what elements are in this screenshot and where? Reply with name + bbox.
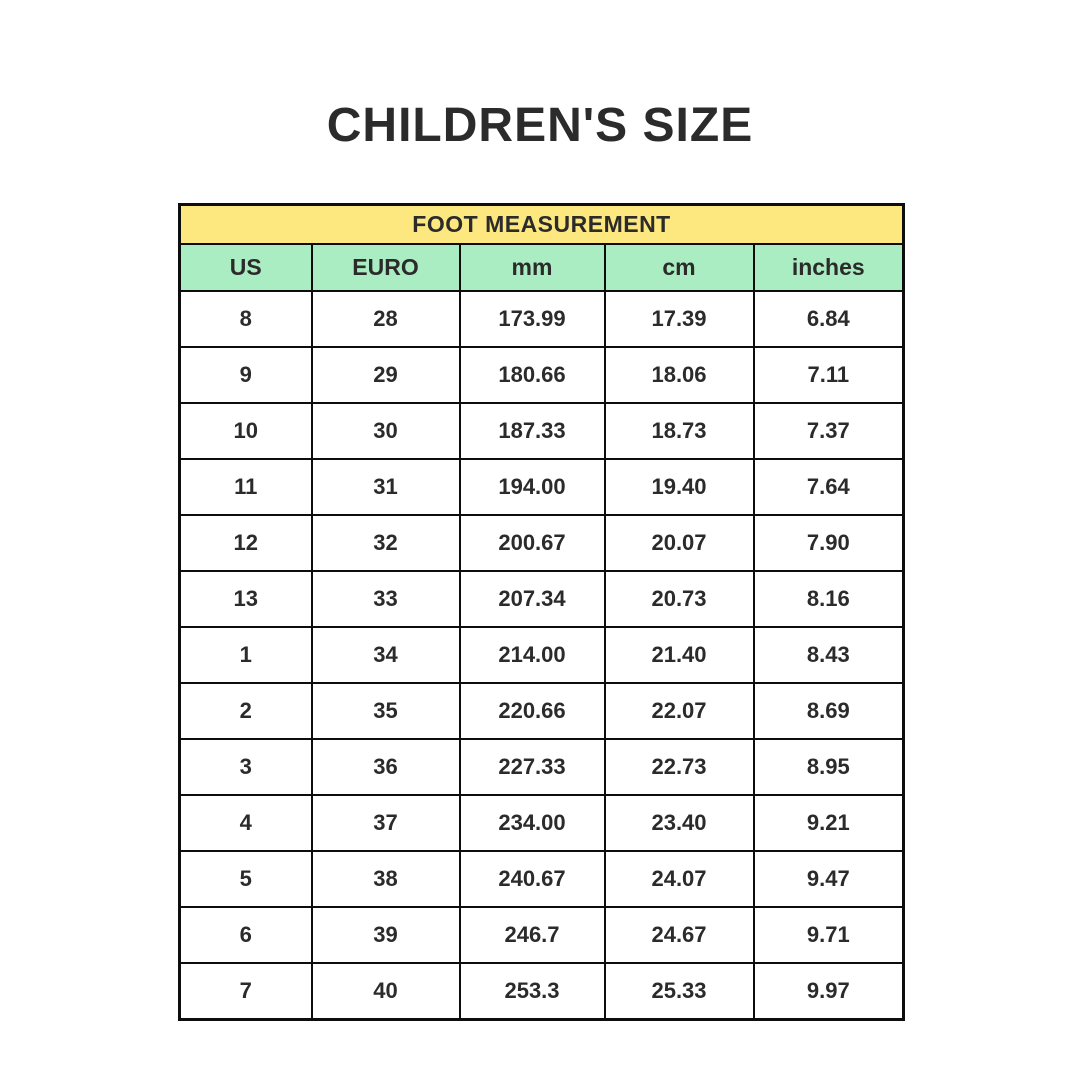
table-cell-mm: 227.33 xyxy=(458,738,606,796)
table-body: 8 28 173.99 17.39 6.84 9 29 180.66 18.06 7.11 10 30… xyxy=(178,290,905,1021)
table-row: 13 33 207.34 20.73 8.16 xyxy=(178,570,905,628)
table-cell-euro: 29 xyxy=(310,346,461,404)
column-header-cm: cm xyxy=(603,243,755,292)
table-cell-mm: 246.7 xyxy=(458,906,606,964)
table-cell-inches: 9.71 xyxy=(752,906,905,964)
table-cell-euro: 39 xyxy=(310,906,461,964)
table-row: 8 28 173.99 17.39 6.84 xyxy=(178,290,905,348)
table-cell-cm: 18.06 xyxy=(603,346,755,404)
table-cell-mm: 200.67 xyxy=(458,514,606,572)
table-cell-cm: 21.40 xyxy=(603,626,755,684)
table-cell-cm: 20.73 xyxy=(603,570,755,628)
table-row: 12 32 200.67 20.07 7.90 xyxy=(178,514,905,572)
table-cell-us: 2 xyxy=(178,682,313,740)
table-cell-euro: 37 xyxy=(310,794,461,852)
table-cell-us: 6 xyxy=(178,906,313,964)
table-cell-mm: 207.34 xyxy=(458,570,606,628)
column-header-us: US xyxy=(178,243,313,292)
table-row: 9 29 180.66 18.06 7.11 xyxy=(178,346,905,404)
table-cell-inches: 8.95 xyxy=(752,738,905,796)
table-row: 7 40 253.3 25.33 9.97 xyxy=(178,962,905,1021)
table-cell-euro: 32 xyxy=(310,514,461,572)
column-header-mm: mm xyxy=(458,243,606,292)
table-cell-cm: 23.40 xyxy=(603,794,755,852)
table-cell-mm: 253.3 xyxy=(458,962,606,1021)
table-row: 1 34 214.00 21.40 8.43 xyxy=(178,626,905,684)
page-title: CHILDREN'S SIZE xyxy=(326,99,754,152)
table-cell-euro: 34 xyxy=(310,626,461,684)
table-column-header-row: US EURO mm cm inches xyxy=(178,243,905,292)
table-cell-inches: 7.64 xyxy=(752,458,905,516)
table-cell-cm: 25.33 xyxy=(603,962,755,1021)
foot-measurement-table: FOOT MEASUREMENT US EURO mm cm inches 8 28 173… xyxy=(178,203,906,1021)
table-cell-euro: 36 xyxy=(310,738,461,796)
table-cell-us: 1 xyxy=(178,626,313,684)
table-cell-cm: 22.07 xyxy=(603,682,755,740)
table-row: 10 30 187.33 18.73 7.37 xyxy=(178,402,905,460)
table-cell-cm: 20.07 xyxy=(603,514,755,572)
table-cell-us: 11 xyxy=(178,458,313,516)
table-cell-mm: 234.00 xyxy=(458,794,606,852)
table-cell-inches: 6.84 xyxy=(752,290,905,348)
table-cell-us: 10 xyxy=(178,402,313,460)
table-cell-euro: 28 xyxy=(310,290,461,348)
table-cell-mm: 180.66 xyxy=(458,346,606,404)
table-cell-euro: 31 xyxy=(310,458,461,516)
column-header-euro: EURO xyxy=(310,243,461,292)
table-cell-us: 13 xyxy=(178,570,313,628)
table-cell-euro: 30 xyxy=(310,402,461,460)
table-row: 2 35 220.66 22.07 8.69 xyxy=(178,682,905,740)
column-header-inches: inches xyxy=(752,243,905,292)
table-cell-mm: 173.99 xyxy=(458,290,606,348)
table-row: 5 38 240.67 24.07 9.47 xyxy=(178,850,905,908)
table-cell-cm: 19.40 xyxy=(603,458,755,516)
table-cell-us: 5 xyxy=(178,850,313,908)
table-row: 6 39 246.7 24.67 9.71 xyxy=(178,906,905,964)
table-cell-inches: 7.11 xyxy=(752,346,905,404)
table-title-row: FOOT MEASUREMENT xyxy=(178,203,905,245)
table-cell-mm: 220.66 xyxy=(458,682,606,740)
table-cell-us: 8 xyxy=(178,290,313,348)
table-cell-us: 12 xyxy=(178,514,313,572)
table-cell-us: 7 xyxy=(178,962,313,1021)
table-cell-cm: 22.73 xyxy=(603,738,755,796)
table-cell-us: 4 xyxy=(178,794,313,852)
table-cell-inches: 8.69 xyxy=(752,682,905,740)
table-cell-inches: 9.97 xyxy=(752,962,905,1021)
table-cell-euro: 40 xyxy=(310,962,461,1021)
table-cell-mm: 194.00 xyxy=(458,458,606,516)
table-cell-cm: 18.73 xyxy=(603,402,755,460)
table-cell-mm: 214.00 xyxy=(458,626,606,684)
table-cell-inches: 8.16 xyxy=(752,570,905,628)
table-cell-inches: 9.47 xyxy=(752,850,905,908)
table-title: FOOT MEASUREMENT xyxy=(178,203,905,245)
table-row: 3 36 227.33 22.73 8.95 xyxy=(178,738,905,796)
table-row: 11 31 194.00 19.40 7.64 xyxy=(178,458,905,516)
table-row: 4 37 234.00 23.40 9.21 xyxy=(178,794,905,852)
table-cell-inches: 8.43 xyxy=(752,626,905,684)
table-cell-cm: 24.67 xyxy=(603,906,755,964)
table-cell-inches: 7.37 xyxy=(752,402,905,460)
table-cell-mm: 240.67 xyxy=(458,850,606,908)
table-cell-inches: 9.21 xyxy=(752,794,905,852)
table-cell-us: 9 xyxy=(178,346,313,404)
table-cell-mm: 187.33 xyxy=(458,402,606,460)
table-cell-cm: 17.39 xyxy=(603,290,755,348)
table-cell-inches: 7.90 xyxy=(752,514,905,572)
table-cell-euro: 33 xyxy=(310,570,461,628)
table-cell-cm: 24.07 xyxy=(603,850,755,908)
table-cell-euro: 35 xyxy=(310,682,461,740)
table-cell-us: 3 xyxy=(178,738,313,796)
table-cell-euro: 38 xyxy=(310,850,461,908)
